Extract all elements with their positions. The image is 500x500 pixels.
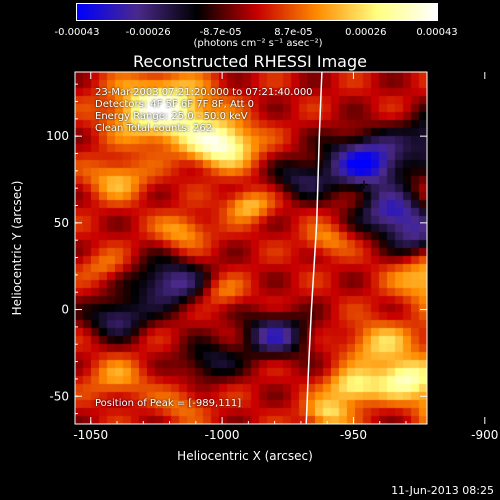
annotation-detectors: Detectors: 4F 5F 6F 7F 8F, Att 0 bbox=[95, 99, 255, 110]
plot-frame bbox=[74, 71, 428, 425]
colorbar-tick-label: -0.00043 bbox=[54, 27, 100, 38]
solar-limb-line bbox=[305, 71, 323, 425]
annotation-peak-position: Position of Peak = [-989,111] bbox=[95, 398, 242, 409]
peak-marker: ✛ bbox=[359, 179, 368, 192]
footer-date: 11-Jun-2013 08:25 bbox=[391, 484, 494, 497]
colorbar-frame bbox=[76, 3, 438, 21]
chart-title: Reconstructed RHESSI Image bbox=[133, 52, 367, 71]
y-tick-label: 100 bbox=[46, 129, 69, 143]
colorbar-tick-label: 8.7e-05 bbox=[274, 27, 313, 38]
x-tick-label: -1000 bbox=[205, 428, 240, 442]
x-tick-label: -950 bbox=[340, 428, 367, 442]
y-tick-label: 50 bbox=[54, 216, 69, 230]
colorbar-tick-label: -8.7e-05 bbox=[199, 27, 242, 38]
x-axis-label: Heliocentric X (arcsec) bbox=[177, 449, 313, 463]
annotation-time-range: 23-Mar-2003 07:21:20.000 to 07:21:40.000 bbox=[95, 87, 313, 98]
y-tick-label: 0 bbox=[61, 303, 69, 317]
colorbar-units-label: (photons cm⁻² s⁻¹ asec⁻²) bbox=[193, 38, 323, 49]
x-tick-label: -1050 bbox=[73, 428, 108, 442]
colorbar: -0.00043 -0.00026 -8.7e-05 8.7e-05 0.00026 0.… bbox=[0, 0, 500, 60]
colorbar-tick-label: -0.00026 bbox=[125, 27, 171, 38]
colorbar-tick-label: 0.00026 bbox=[345, 27, 387, 38]
heatmap-image bbox=[75, 72, 427, 424]
annotation-energy-range: Energy Range: 25.0 - 50.0 keV bbox=[95, 111, 248, 122]
colorbar-tick-label: 0.00043 bbox=[416, 27, 458, 38]
y-tick-label: -50 bbox=[49, 389, 69, 403]
y-axis-label: Heliocentric Y (arcsec) bbox=[10, 180, 24, 316]
annotation-method-counts: Clean Total counts: 262. bbox=[95, 123, 216, 134]
x-tick-label: -900 bbox=[471, 428, 498, 442]
colorbar-gradient bbox=[77, 4, 437, 20]
